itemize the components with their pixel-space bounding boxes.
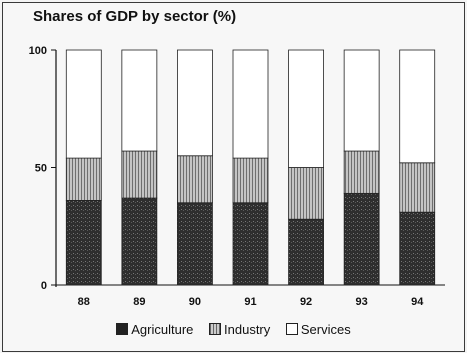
bar-segment-agriculture-93 — [343, 192, 380, 286]
legend-item-services: Services — [285, 322, 351, 337]
bar-segment-services-91 — [232, 49, 269, 159]
legend-swatch-services — [285, 323, 298, 335]
legend-label-industry: Industry — [224, 322, 271, 337]
legend-item-industry: Industry — [209, 322, 270, 337]
bar-segment-agriculture-88 — [65, 199, 102, 286]
bar-segment-industry-91 — [232, 157, 269, 204]
bar-segment-industry-89 — [121, 150, 158, 199]
legend-label-agriculture: Agriculture — [131, 322, 194, 337]
legend-item-agriculture: Agriculture — [116, 322, 193, 337]
bar-segment-agriculture-94 — [399, 211, 436, 286]
y-tick-label: 100 — [29, 45, 47, 57]
bar-segment-industry-88 — [65, 157, 102, 201]
x-tick-label-93: 93 — [356, 296, 368, 308]
bar-segment-agriculture-92 — [288, 218, 324, 286]
bar-segment-services-89 — [121, 49, 158, 152]
bar-segment-industry-94 — [399, 162, 436, 213]
bar-segment-industry-92 — [288, 167, 324, 220]
x-tick-label-94: 94 — [411, 296, 424, 308]
x-tick-label-92: 92 — [300, 296, 312, 308]
bar-segment-services-94 — [399, 49, 436, 164]
legend-swatch-agriculture — [116, 323, 129, 335]
bar-segment-agriculture-91 — [232, 202, 269, 286]
legend-label-services: Services — [300, 322, 351, 337]
x-tick-label-91: 91 — [244, 296, 256, 308]
bar-segment-services-93 — [343, 49, 380, 152]
x-tick-label-89: 89 — [133, 296, 145, 308]
y-tick-label: 50 — [35, 163, 47, 175]
bar-segment-agriculture-89 — [121, 197, 158, 286]
bar-segment-industry-90 — [177, 155, 213, 204]
legend-swatch-industry — [209, 323, 222, 335]
chart-title: Shares of GDP by sector (%) — [33, 8, 237, 25]
bar-segment-industry-93 — [343, 150, 380, 194]
y-tick-label: 0 — [41, 280, 47, 292]
bar-segment-services-88 — [65, 49, 102, 159]
x-tick-label-88: 88 — [78, 296, 90, 308]
bar-segment-services-90 — [177, 49, 213, 157]
bar-segment-services-92 — [288, 49, 324, 168]
x-tick-label-90: 90 — [189, 296, 201, 308]
legend: Agriculture Industry Services — [0, 322, 467, 337]
bar-segment-agriculture-90 — [177, 202, 213, 286]
